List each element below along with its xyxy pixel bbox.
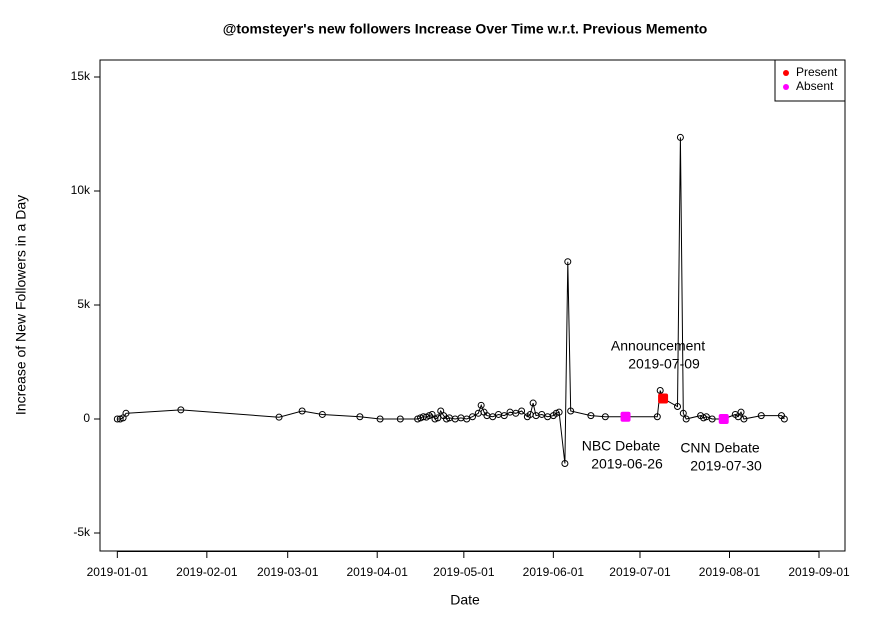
data-point	[376, 415, 384, 423]
y-axis-label: Increase of New Followers in a Day	[13, 195, 29, 415]
y-tick-label: -5k	[73, 525, 91, 539]
data-line	[117, 137, 785, 464]
data-point	[555, 408, 563, 416]
data-point	[356, 413, 364, 421]
data-point	[122, 409, 130, 417]
data-point	[512, 409, 520, 417]
chart-title: @tomsteyer's new followers Increase Over…	[223, 21, 708, 37]
annotation: 2019-07-30	[690, 458, 762, 474]
data-point	[682, 415, 690, 423]
data-point	[463, 415, 471, 423]
data-point	[396, 415, 404, 423]
data-point	[561, 459, 569, 467]
data-point	[737, 408, 745, 416]
y-tick-label: 5k	[77, 297, 91, 311]
annotation: Announcement	[611, 338, 705, 354]
data-point	[529, 399, 537, 407]
x-tick-label: 2019-07-01	[609, 565, 671, 579]
data-point	[653, 413, 661, 421]
data-point	[489, 413, 497, 421]
annotation: CNN Debate	[680, 440, 760, 456]
data-point	[708, 415, 716, 423]
memento-marker	[718, 414, 729, 425]
legend-marker	[783, 70, 789, 76]
x-tick-label: 2019-04-01	[347, 565, 409, 579]
legend-marker	[783, 84, 789, 90]
annotation: 2019-06-26	[591, 456, 663, 472]
x-tick-label: 2019-02-01	[176, 565, 238, 579]
annotation: 2019-07-09	[628, 356, 700, 372]
y-tick-label: 10k	[71, 183, 91, 197]
data-point	[318, 410, 326, 418]
data-point	[567, 407, 575, 415]
x-tick-label: 2019-01-01	[87, 565, 149, 579]
data-point	[518, 407, 526, 415]
data-point	[674, 402, 682, 410]
x-tick-label: 2019-05-01	[433, 565, 495, 579]
annotation: NBC Debate	[582, 438, 661, 454]
data-point	[298, 407, 306, 415]
data-point	[702, 413, 710, 421]
data-point	[740, 415, 748, 423]
plot-box	[99, 59, 846, 552]
data-point	[275, 413, 283, 421]
legend-label: Present	[796, 65, 838, 79]
data-point	[679, 409, 687, 417]
data-point	[601, 413, 609, 421]
x-axis-label: Date	[450, 592, 480, 608]
data-point	[500, 412, 508, 420]
memento-marker	[620, 411, 631, 422]
data-point	[587, 412, 595, 420]
data-point	[780, 415, 788, 423]
legend-box	[774, 59, 846, 102]
legend-label: Absent	[796, 79, 834, 93]
data-point	[676, 133, 684, 141]
x-tick-label: 2019-08-01	[699, 565, 761, 579]
data-point	[177, 406, 185, 414]
data-point	[434, 414, 442, 422]
y-tick-label: 15k	[71, 69, 91, 83]
y-tick-label: 0	[83, 411, 90, 425]
data-point	[564, 258, 572, 266]
data-point	[469, 413, 476, 421]
x-tick-label: 2019-09-01	[788, 565, 850, 579]
data-point	[757, 412, 765, 420]
x-tick-label: 2019-06-01	[523, 565, 585, 579]
data-point	[538, 410, 546, 418]
x-tick-label: 2019-03-01	[257, 565, 319, 579]
data-point	[477, 401, 485, 409]
memento-marker	[658, 393, 669, 404]
